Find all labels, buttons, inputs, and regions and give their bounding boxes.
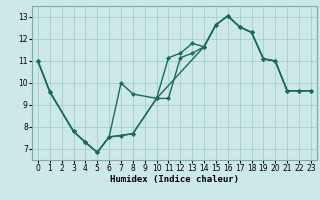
X-axis label: Humidex (Indice chaleur): Humidex (Indice chaleur) — [110, 175, 239, 184]
